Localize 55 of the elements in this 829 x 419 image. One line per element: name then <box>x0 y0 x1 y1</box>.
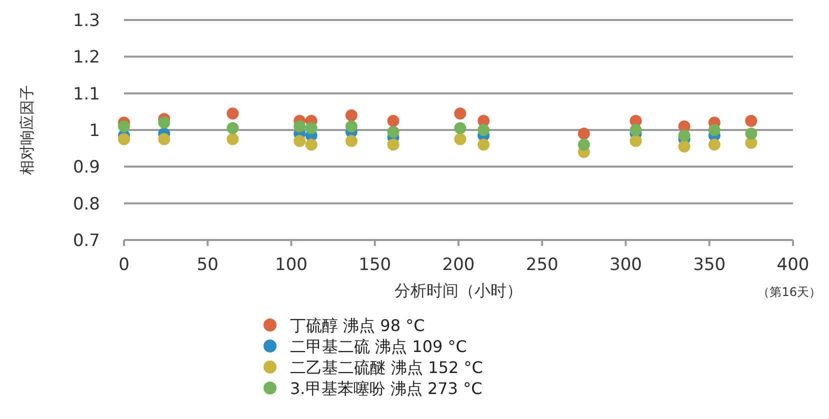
x-tick-label: 100 <box>275 255 308 275</box>
point <box>345 120 358 132</box>
x-axis-title: 分析时间（小时） <box>394 281 522 300</box>
y-tick-label: 0.9 <box>72 158 100 178</box>
y-tick-label: 0.8 <box>72 194 100 214</box>
text: （第16天） <box>758 285 821 299</box>
point <box>387 126 400 138</box>
y-tick-label: 1.2 <box>72 48 100 68</box>
point <box>387 114 400 127</box>
x-tick-label: 150 <box>358 255 392 275</box>
y-tick-label: 0.7 <box>72 231 100 251</box>
y-tick-label: 1.1 <box>72 84 100 104</box>
x-tick-label: 250 <box>526 255 558 275</box>
point <box>345 109 358 122</box>
y-tick-label: 1 <box>89 121 100 141</box>
point <box>345 135 358 147</box>
point <box>294 120 306 132</box>
point <box>708 124 720 136</box>
legend-label: 二甲基二硫 沸点 109 °C <box>290 337 467 356</box>
point <box>454 133 466 146</box>
legend-label: 丁硫醇 沸点 98 °C <box>290 316 425 335</box>
point <box>226 133 239 146</box>
point <box>158 133 170 146</box>
point <box>630 135 642 147</box>
x-tick-label: 200 <box>442 255 475 275</box>
point <box>578 128 590 140</box>
point <box>578 138 590 151</box>
x-tick-label: 300 <box>610 255 642 275</box>
x-tick-label: 0 <box>118 255 130 275</box>
point <box>630 124 642 136</box>
x-tick-label: 400 <box>776 255 810 275</box>
point <box>478 138 490 151</box>
point <box>678 140 690 152</box>
x-tick-label: 350 <box>693 255 726 275</box>
point <box>305 122 318 134</box>
point <box>226 108 239 120</box>
point <box>158 116 170 129</box>
point <box>745 128 758 140</box>
point <box>226 122 239 134</box>
point <box>387 138 400 151</box>
point <box>118 120 130 132</box>
point <box>478 124 490 136</box>
point <box>118 133 130 146</box>
point <box>454 122 466 134</box>
legend-label: 二乙基二硫醚 沸点 152 °C <box>290 358 483 377</box>
x-tick-label: 50 <box>196 255 218 275</box>
point <box>294 135 306 147</box>
legend-label: 3.甲基苯噻吩 沸点 273 °C <box>290 379 482 398</box>
point <box>745 114 758 127</box>
point <box>708 138 720 151</box>
y-tick-label: 1.3 <box>72 11 100 31</box>
point <box>305 138 318 151</box>
point <box>454 108 466 120</box>
y-axis-title: 相对响应因子 <box>18 85 36 175</box>
point <box>678 130 690 142</box>
